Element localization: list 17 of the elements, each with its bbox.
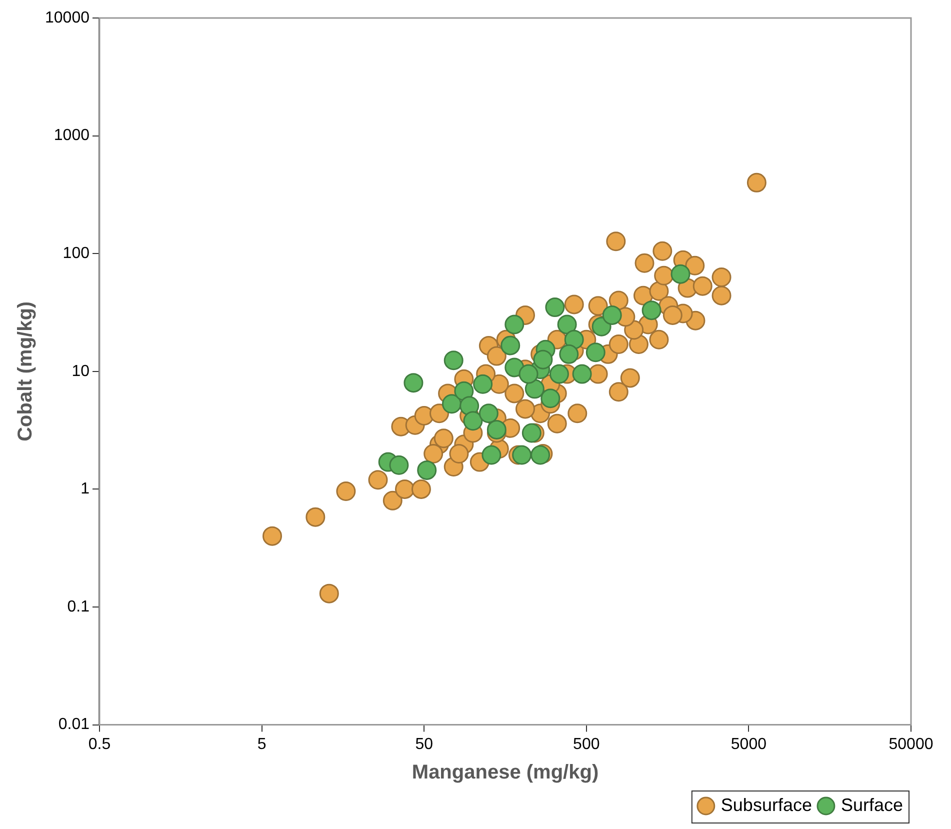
x-tick-label: 5: [257, 736, 266, 753]
x-tick-label: 0.5: [88, 736, 111, 753]
x-tick-label: 5000: [730, 736, 767, 753]
y-tick-label: 100: [62, 245, 90, 262]
x-axis-title: Manganese (mg/kg): [412, 762, 599, 784]
x-tick-label: 50000: [888, 736, 934, 753]
y-tick-label: 1000: [54, 127, 90, 144]
y-tick-label: 1: [80, 480, 90, 498]
y-tick-label: 10000: [44, 9, 90, 26]
y-axis-title: Cobalt (mg/kg): [14, 301, 37, 442]
legend-label: Subsurface: [720, 794, 812, 815]
x-tick-label: 500: [573, 736, 600, 753]
x-tick-label: 50: [415, 736, 434, 753]
legend-label: Surface: [840, 794, 904, 815]
y-tick-label: 0.1: [67, 598, 90, 616]
y-tick-label: 10: [72, 362, 90, 380]
y-tick-label: 0.01: [58, 716, 90, 734]
